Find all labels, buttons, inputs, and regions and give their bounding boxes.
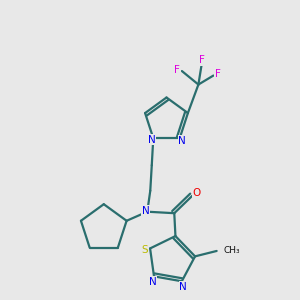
Text: N: N [179,282,187,292]
Text: CH₃: CH₃ [223,247,240,256]
Text: N: N [178,136,186,146]
Text: S: S [141,245,148,255]
Text: N: N [148,277,156,287]
Text: O: O [193,188,201,198]
Text: F: F [215,69,221,79]
Text: N: N [148,135,155,145]
Text: F: F [200,55,205,65]
Text: N: N [142,206,150,216]
Text: F: F [175,64,180,74]
